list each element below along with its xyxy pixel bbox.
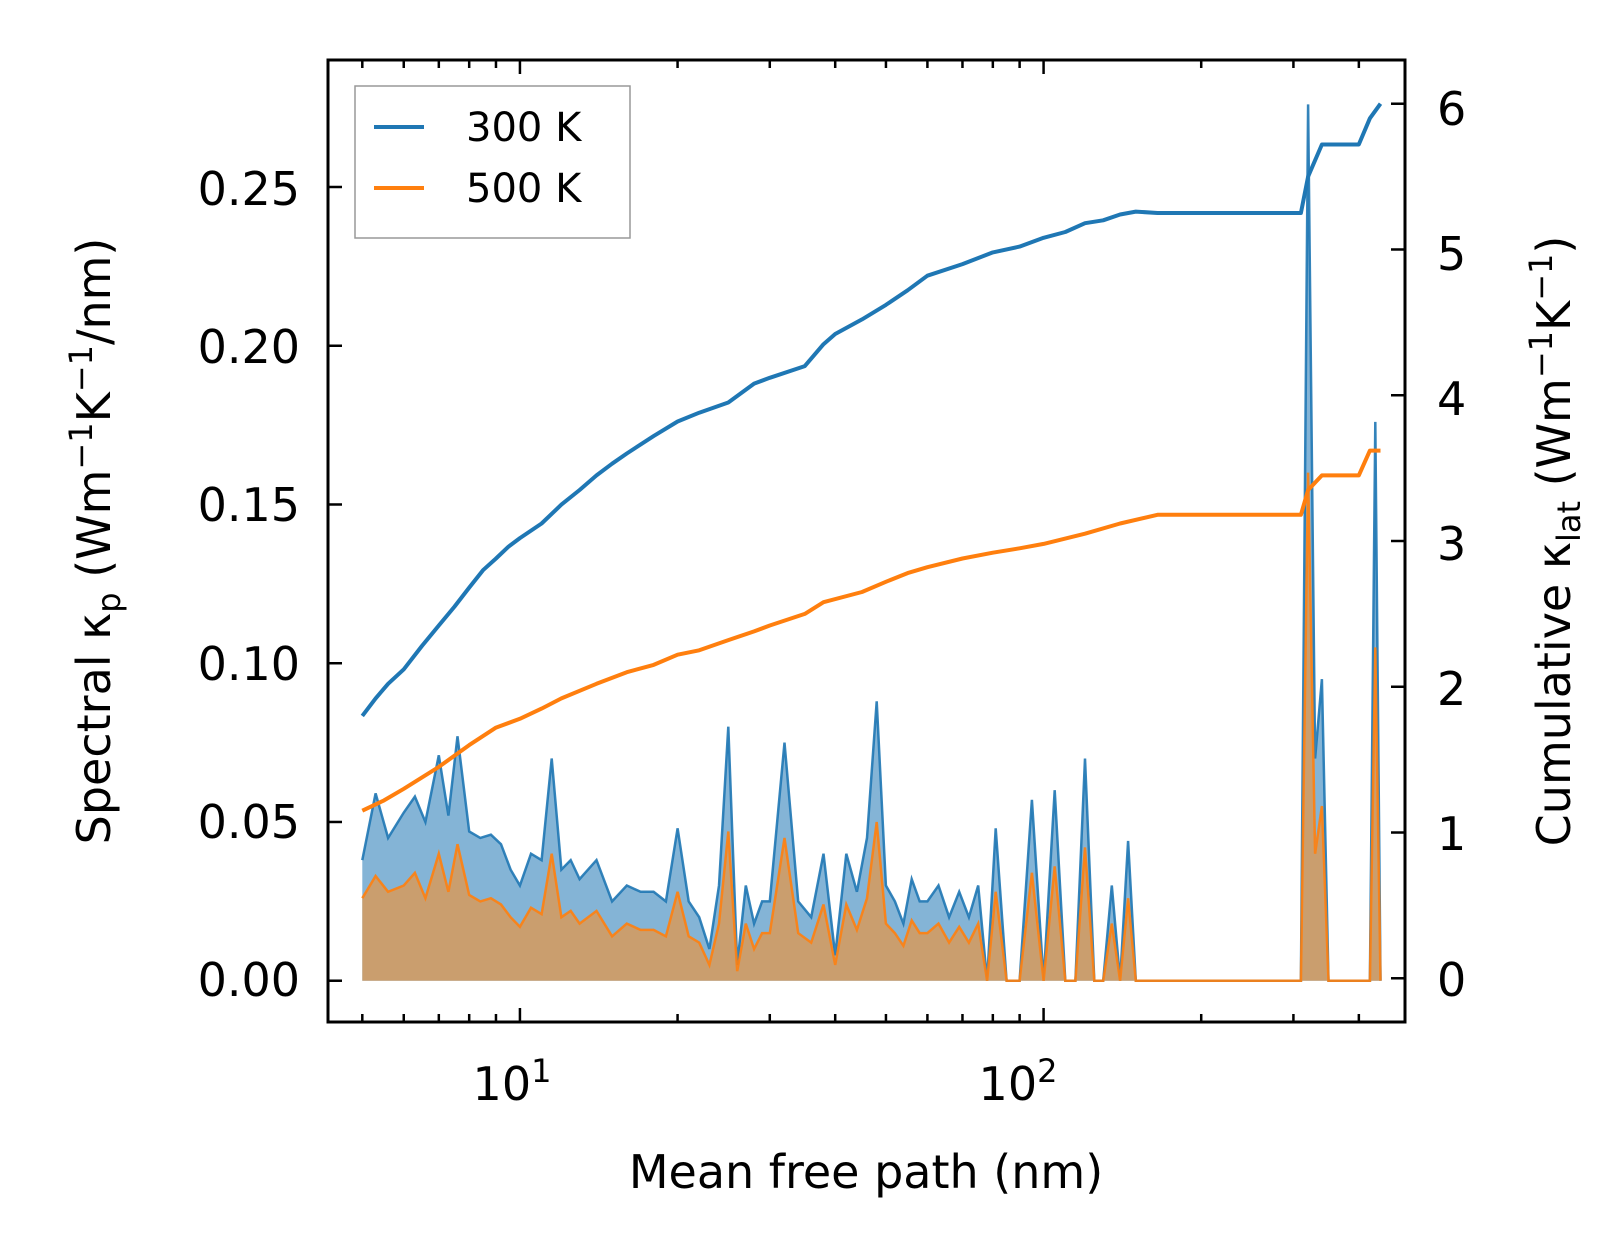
x-tick-label-10-base: 10 [473, 1057, 532, 1111]
y-left-title-post: /nm) [67, 238, 121, 345]
legend-label-500k: 500 K [466, 166, 583, 212]
y-right-title-mid2: K [1527, 299, 1581, 331]
y-right-tick-label: 0 [1437, 953, 1466, 1007]
y-right-title-pre: Cumulative κ [1527, 542, 1581, 846]
x-tick-label-10-exp: 1 [531, 1052, 551, 1090]
spectral-fill-layer [361, 104, 1382, 982]
y-left-axis-title: Spectral κp (Wm−1K−1/nm) [62, 238, 128, 845]
cumulative-line-layer [360, 102, 1383, 813]
x-tick-label-100-exp: 2 [1037, 1052, 1057, 1090]
spectral-line-500k [361, 472, 1382, 982]
y-right-tick-label: 4 [1437, 372, 1466, 426]
y-left-tick-labels: 0.00 0.05 0.10 0.15 0.20 0.25 [198, 162, 300, 1007]
x-tick-label-10: 101 [473, 1052, 552, 1111]
y-left-title-sup2: −1 [62, 345, 100, 392]
y-left-tick-label: 0.05 [198, 795, 300, 849]
y-left-tick-label: 0.25 [198, 162, 300, 216]
tick-layer [328, 60, 1405, 1022]
y-right-title-mid: (Wm [1527, 378, 1581, 501]
y-right-tick-label: 3 [1437, 517, 1466, 571]
y-right-tick-labels: 0 1 2 3 4 5 6 [1437, 82, 1466, 1007]
y-right-axis-title: Cumulative κlat (Wm−1K−1) [1522, 236, 1588, 847]
cumulative-line-300k [360, 102, 1383, 718]
y-left-tick-label: 0.15 [198, 478, 300, 532]
y-right-title-sub: lat [1550, 501, 1588, 542]
y-left-title-mid2: K [67, 390, 121, 422]
cumulative-line-500k [361, 448, 1381, 813]
y-right-tick-label: 6 [1437, 82, 1466, 136]
y-right-title-post: ) [1527, 236, 1581, 254]
y-left-tick-label: 0.00 [198, 953, 300, 1007]
legend-label-300k: 300 K [466, 105, 583, 151]
x-tick-label-100-base: 10 [979, 1057, 1038, 1111]
x-tick-label-100: 102 [979, 1052, 1058, 1111]
spectral-area-500k [362, 472, 1381, 981]
y-right-title-sup2: −1 [1522, 254, 1560, 301]
y-left-title-sub: p [90, 592, 128, 612]
y-right-title-sup1: −1 [1522, 331, 1560, 378]
y-right-tick-label: 1 [1437, 807, 1466, 861]
y-left-tick-label: 0.20 [198, 320, 300, 374]
legend-box [354, 85, 631, 239]
x-axis-title: Mean free path (nm) [629, 1145, 1103, 1199]
legend: 300 K 500 K [354, 85, 631, 239]
y-left-title-sup1: −1 [62, 422, 100, 469]
y-right-tick-label: 2 [1437, 662, 1466, 716]
y-left-title-mid: (Wm [67, 470, 121, 593]
y-left-title-pre: Spectral κ [67, 613, 121, 845]
y-right-tick-label: 5 [1437, 227, 1466, 281]
y-left-tick-label: 0.10 [198, 637, 300, 691]
